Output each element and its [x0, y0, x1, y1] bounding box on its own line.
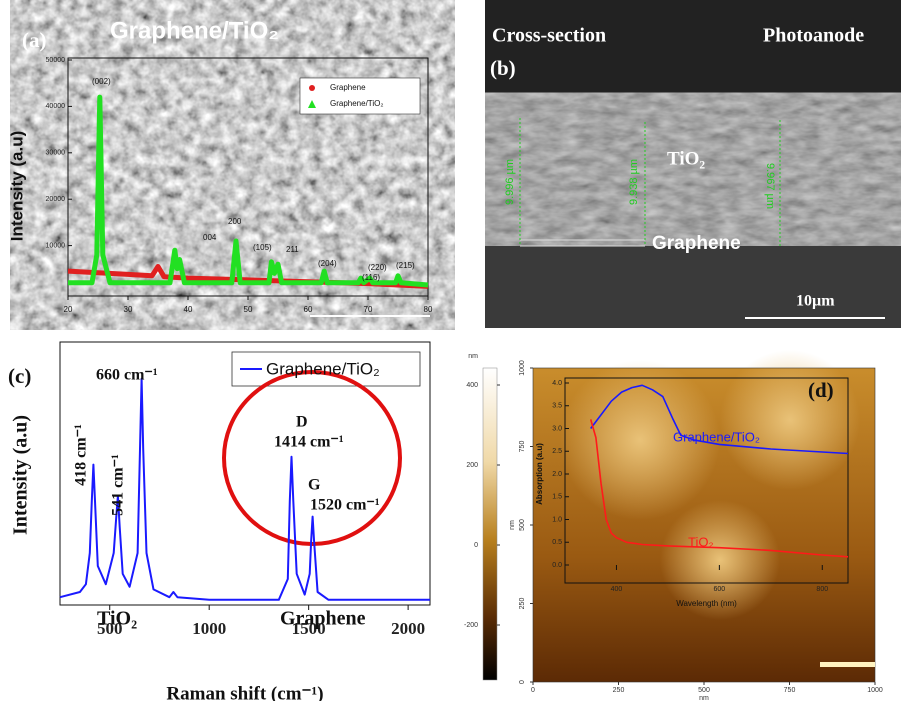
peak-label: Graphene [280, 608, 366, 630]
colorbar-tick-label: 400 [466, 382, 478, 389]
image-annotation: Photoanode [763, 25, 864, 47]
afm-y-tick-label: 1000 [519, 360, 526, 376]
colorbar-tick-label: 0 [474, 542, 478, 549]
afm-x-tick-label: 1000 [867, 687, 883, 694]
afm-y-tick-label: 0 [519, 680, 526, 684]
x-tick-label: 800 [816, 586, 828, 593]
x-tick-label: 20 [64, 305, 73, 314]
x-tick-label: 70 [364, 305, 373, 314]
afm-y-tick-label: 500 [519, 519, 526, 531]
y-tick-label: 3.5 [552, 403, 562, 410]
peak-label: 1414 cm⁻¹ [274, 434, 344, 451]
peak-label: 541 cm⁻¹ [110, 454, 127, 516]
y-axis-label: Intensity (a.u) [10, 415, 32, 535]
y-tick-label: 1.0 [552, 516, 562, 523]
afm-x-tick-label: 250 [613, 687, 625, 694]
peak-label: 211 [286, 245, 299, 254]
panel-label: (a) [22, 28, 47, 52]
afm-x-tick-label: 750 [784, 687, 796, 694]
x-tick-label: 2000 [391, 619, 425, 638]
peak-label: 1520 cm⁻¹ [310, 497, 380, 514]
peak-label: (215) [396, 261, 415, 270]
x-tick-label: 600 [714, 586, 726, 593]
x-tick-label: 1000 [192, 619, 226, 638]
x-tick-label: 50 [244, 305, 253, 314]
afm-unit: nm [509, 520, 516, 530]
afm-y-tick-label: 250 [519, 598, 526, 610]
y-tick-label: 20000 [46, 196, 66, 203]
panel-label: (b) [490, 56, 516, 80]
peak-label: (105) [253, 243, 272, 252]
peak-label: D [296, 414, 308, 431]
peak-label: (002) [92, 77, 111, 86]
y-tick-label: 30000 [46, 150, 66, 157]
series-label: TiO₂ [688, 534, 714, 549]
y-tick-label: 50000 [46, 57, 66, 64]
legend-label: Graphene/TiO₂ [330, 99, 384, 108]
peak-label: 200 [228, 217, 242, 226]
x-axis-label: Raman shift (cm⁻¹) [166, 683, 323, 701]
panel-label: (d) [808, 378, 834, 402]
peak-label: (116) [362, 273, 380, 282]
y-tick-label: 2.5 [552, 448, 562, 455]
afm-feature [720, 350, 860, 490]
peak-label: 660 cm⁻¹ [96, 367, 158, 384]
chart-title: Graphene/TiO₂ [110, 17, 279, 44]
peak-label: (220) [368, 263, 387, 272]
y-tick-label: 2.0 [552, 471, 562, 478]
colorbar [483, 368, 497, 680]
substrate [485, 246, 901, 328]
y-tick-label: 0.0 [552, 562, 562, 569]
peak-label: G [308, 477, 321, 494]
afm-unit: nm [699, 695, 709, 701]
image-annotation: Cross-section [492, 25, 606, 47]
figure: 203040506070801000020000300004000050000(… [0, 0, 901, 701]
peak-label: TiO₂ [97, 608, 137, 630]
image-annotation: 9.996 µm [504, 159, 516, 205]
x-tick-label: 30 [124, 305, 133, 314]
afm-y-tick-label: 750 [519, 441, 526, 453]
image-annotation: 9.967 µm [764, 163, 776, 209]
legend-label: Graphene [330, 83, 366, 92]
y-tick-label: 0.5 [552, 539, 562, 546]
y-tick-label: 4.0 [552, 380, 562, 387]
afm-feature [820, 662, 875, 667]
y-axis-label: Intensity (a.u) [7, 131, 26, 242]
afm-x-tick-label: 0 [531, 687, 535, 694]
image-annotation: TiO₂ [667, 148, 705, 169]
y-axis-label: Absorption (a.u) [535, 443, 544, 505]
x-tick-label: 400 [611, 586, 623, 593]
x-axis-label: Wavelength (nm) [676, 599, 737, 608]
x-tick-label: 80 [424, 305, 433, 314]
x-tick-label: 40 [184, 305, 193, 314]
colorbar-unit: nm [468, 353, 478, 360]
colorbar-tick-label: -200 [464, 622, 478, 629]
peak-label: 004 [203, 233, 217, 242]
legend-marker [309, 85, 315, 91]
y-tick-label: 10000 [46, 242, 66, 249]
legend-label: Graphene/TiO₂ [266, 359, 380, 378]
peak-label: (204) [318, 259, 337, 268]
afm-x-tick-label: 500 [698, 687, 710, 694]
y-tick-label: 1.5 [552, 494, 562, 501]
y-tick-label: 3.0 [552, 425, 562, 432]
image-annotation: 10µm [796, 293, 835, 310]
series-label: Graphene/TiO₂ [673, 429, 760, 444]
image-annotation: 9.938 µm [628, 159, 640, 205]
x-tick-label: 60 [304, 305, 313, 314]
image-annotation: Graphene [652, 233, 741, 254]
peak-label: 418 cm⁻¹ [73, 424, 90, 486]
colorbar-tick-label: 200 [466, 462, 478, 469]
panel-label: (c) [8, 364, 31, 388]
y-tick-label: 40000 [46, 103, 66, 110]
